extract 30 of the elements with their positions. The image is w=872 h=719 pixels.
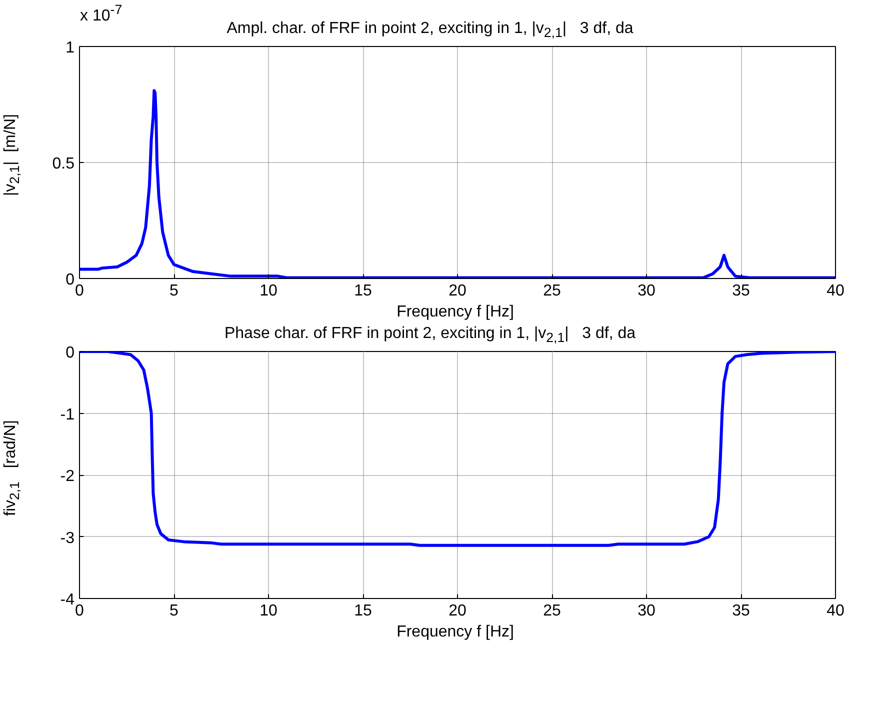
x-tick-label: 40: [826, 282, 844, 300]
y-tick-label: -3: [60, 530, 75, 547]
x-axis-title: Frequency f [Hz]: [396, 304, 514, 320]
y-tick-label: 0.5: [52, 156, 75, 172]
x-axis-title: Frequency f [Hz]: [396, 624, 514, 640]
x-tick-label: 20: [448, 602, 466, 620]
x-tick-label: 10: [260, 602, 278, 620]
x-tick-label: 15: [354, 602, 372, 620]
x-tick-label: 5: [170, 602, 179, 620]
x-tick-label: 35: [732, 282, 750, 300]
x-tick-label: 25: [543, 602, 561, 620]
y-tick-label: 0: [66, 272, 75, 288]
x-tick-label: 25: [543, 282, 561, 300]
y-tick-label: 0: [66, 344, 75, 362]
y-tick-label: -4: [60, 592, 75, 608]
x-tick-label: 20: [448, 282, 466, 300]
x-tick-label: 5: [170, 282, 179, 300]
chart-title: Ampl. char. of FRF in point 2, exciting in 1, |v$_{2,1}$| 3 df, da: [226, 19, 634, 42]
x-tick-label: 40: [826, 602, 844, 620]
chart-title: Phase char. of FRF in point 2, exciting in 1, |v$_{2,1}$| 3 df, da: [224, 324, 636, 348]
y-tick-label: 1: [66, 40, 75, 56]
x-tick-label: 35: [732, 602, 750, 620]
line-series: [80, 352, 836, 547]
text: x 10$^{-7}$: [80, 1, 122, 26]
x-tick-label: 30: [638, 602, 656, 620]
x-tick-label: 15: [354, 282, 372, 300]
y-tick-label: -2: [60, 468, 75, 485]
y-tick-label: -1: [60, 406, 75, 424]
x-tick-label: 30: [638, 282, 656, 300]
x-tick-label: 10: [260, 282, 278, 300]
